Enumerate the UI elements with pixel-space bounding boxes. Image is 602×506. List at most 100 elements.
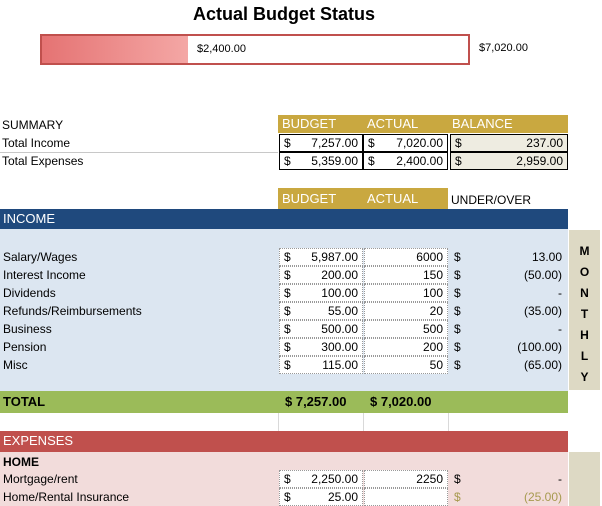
currency-symbol: $ bbox=[284, 322, 291, 336]
divider bbox=[278, 413, 279, 431]
budget-input[interactable]: $500.00 bbox=[279, 320, 363, 338]
row-label: Home/Rental Insurance bbox=[3, 490, 130, 504]
actual-input[interactable]: 6000 bbox=[364, 248, 448, 266]
actual-input[interactable]: 200 bbox=[364, 338, 448, 356]
diff-value: (100.00) bbox=[517, 340, 562, 354]
summary-expenses-balance[interactable]: $2,959.00 bbox=[450, 152, 568, 170]
actual-input[interactable]: 150 bbox=[364, 266, 448, 284]
progress-actual-label: $2,400.00 bbox=[197, 43, 246, 55]
currency-symbol: $ bbox=[454, 304, 461, 318]
budget-value: 25.00 bbox=[327, 490, 358, 504]
total-label: TOTAL bbox=[3, 394, 46, 409]
actual-input[interactable]: 50 bbox=[364, 356, 448, 374]
summary-income-actual[interactable]: $7,020.00 bbox=[363, 134, 448, 152]
monthly-letter: T bbox=[580, 307, 589, 321]
budget-input[interactable]: $25.00 bbox=[279, 488, 363, 506]
budget-value: 300.00 bbox=[321, 340, 358, 354]
currency-symbol: $ bbox=[284, 250, 291, 264]
actual-input[interactable] bbox=[364, 488, 448, 506]
currency-symbol: $ bbox=[284, 472, 291, 486]
budget-value: 55.00 bbox=[327, 304, 358, 318]
row-label: Interest Income bbox=[3, 268, 86, 282]
total-actual-value: $ 7,020.00 bbox=[370, 394, 432, 409]
row-label: Refunds/Reimbursements bbox=[3, 304, 142, 318]
actual-value: 200 bbox=[422, 340, 443, 354]
currency-symbol: $ bbox=[284, 490, 291, 504]
page-title: Actual Budget Status bbox=[192, 4, 375, 24]
budget-value: 115.00 bbox=[322, 358, 358, 372]
actual-value: 6000 bbox=[416, 250, 443, 264]
budget-progress-bar: $2,400.00 bbox=[40, 34, 470, 65]
currency-symbol: $ bbox=[284, 268, 291, 282]
budget-value: 100.00 bbox=[321, 286, 358, 300]
actual-value: 150 bbox=[422, 268, 443, 282]
under-over-value: $ - bbox=[450, 320, 568, 338]
total-budget-value: $ 7,257.00 bbox=[285, 394, 347, 409]
col-budget: BUDGET bbox=[278, 188, 363, 209]
actual-value: 2250 bbox=[416, 472, 443, 486]
under-over-value: $ - bbox=[450, 470, 568, 488]
expenses-heading: EXPENSES bbox=[0, 431, 568, 452]
income-total-row: TOTAL $ 7,257.00 $ 7,020.00 bbox=[0, 391, 568, 413]
row-label: Mortgage/rent bbox=[3, 472, 78, 486]
actual-input[interactable]: 100 bbox=[364, 284, 448, 302]
summary-income-budget[interactable]: $7,257.00 bbox=[279, 134, 363, 152]
budget-input[interactable]: $100.00 bbox=[279, 284, 363, 302]
currency-symbol: $ bbox=[454, 322, 461, 336]
monthly-letter: M bbox=[579, 244, 590, 258]
income-heading: INCOME bbox=[0, 209, 568, 229]
row-label: Business bbox=[3, 322, 52, 336]
diff-value: 13.00 bbox=[531, 250, 562, 264]
under-over-value: $ (100.00) bbox=[450, 338, 568, 356]
diff-value: (65.00) bbox=[523, 358, 562, 372]
row-label: Pension bbox=[3, 340, 47, 354]
actual-value: 20 bbox=[429, 304, 443, 318]
currency-symbol: $ bbox=[454, 250, 461, 264]
summary-row-expenses-label: Total Expenses bbox=[2, 154, 84, 168]
summary-row-income-label: Total Income bbox=[2, 136, 71, 150]
budget-input[interactable]: $5,987.00 bbox=[279, 248, 363, 266]
under-over-value: $ (35.00) bbox=[450, 302, 568, 320]
budget-input[interactable]: $300.00 bbox=[279, 338, 363, 356]
monthly-letter: N bbox=[580, 286, 589, 300]
monthly-letter: H bbox=[580, 328, 589, 342]
progress-total-label: $7,020.00 bbox=[479, 42, 528, 54]
diff-value: (50.00) bbox=[523, 268, 562, 282]
side-panel bbox=[569, 452, 600, 506]
actual-input[interactable]: 2250 bbox=[364, 470, 448, 488]
currency-symbol: $ bbox=[284, 286, 291, 300]
expenses-section-home: HOME bbox=[3, 455, 39, 469]
currency-symbol: $ bbox=[284, 304, 291, 318]
budget-input[interactable]: $200.00 bbox=[279, 266, 363, 284]
divider bbox=[448, 413, 449, 431]
budget-value: 200.00 bbox=[321, 268, 358, 282]
currency-symbol: $ bbox=[454, 472, 461, 486]
actual-input[interactable]: 500 bbox=[364, 320, 448, 338]
row-label: Misc bbox=[3, 358, 28, 372]
budget-input[interactable]: $55.00 bbox=[279, 302, 363, 320]
summary-expenses-budget[interactable]: $5,359.00 bbox=[279, 152, 363, 170]
currency-symbol: $ bbox=[454, 340, 461, 354]
summary-expenses-actual[interactable]: $2,400.00 bbox=[363, 152, 448, 170]
currency-symbol: $ bbox=[284, 340, 291, 354]
diff-value: - bbox=[558, 322, 562, 336]
under-over-value: $ (65.00) bbox=[450, 356, 568, 374]
under-over-value: $ (25.00) bbox=[450, 488, 568, 506]
summary-col-balance: BALANCE bbox=[448, 115, 568, 133]
summary-heading: SUMMARY bbox=[2, 118, 64, 132]
budget-value: 5,987.00 bbox=[311, 250, 358, 264]
row-label: Salary/Wages bbox=[3, 250, 78, 264]
diff-value: (35.00) bbox=[523, 304, 562, 318]
summary-income-balance[interactable]: $237.00 bbox=[450, 134, 568, 152]
budget-value: 500.00 bbox=[321, 322, 358, 336]
row-label: Dividends bbox=[3, 286, 56, 300]
currency-symbol: $ bbox=[284, 358, 291, 372]
diff-value: - bbox=[558, 472, 562, 486]
currency-symbol: $ bbox=[454, 358, 461, 372]
summary-col-budget: BUDGET bbox=[278, 115, 363, 133]
divider bbox=[363, 413, 364, 431]
actual-input[interactable]: 20 bbox=[364, 302, 448, 320]
currency-symbol: $ bbox=[454, 268, 461, 282]
budget-input[interactable]: $2,250.00 bbox=[279, 470, 363, 488]
budget-input[interactable]: $115.00 bbox=[279, 356, 363, 374]
